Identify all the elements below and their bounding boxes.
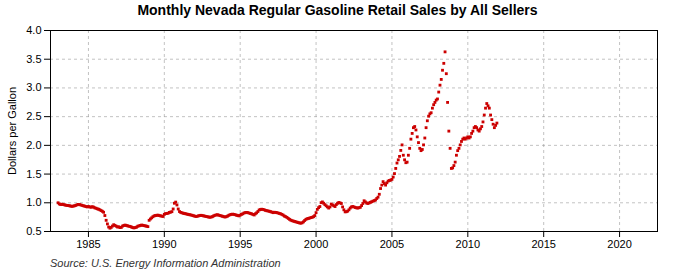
svg-text:Dollars per Gallon: Dollars per Gallon [6,87,18,175]
svg-text:1.0: 1.0 [26,196,41,208]
svg-text:2005: 2005 [380,238,404,250]
svg-text:2000: 2000 [304,238,328,250]
svg-text:2.0: 2.0 [26,139,41,151]
svg-text:2015: 2015 [531,238,555,250]
svg-text:1985: 1985 [76,238,100,250]
svg-text:1.5: 1.5 [26,168,41,180]
svg-text:1990: 1990 [152,238,176,250]
svg-text:0.5: 0.5 [26,225,41,237]
svg-text:3.5: 3.5 [26,53,41,65]
svg-text:4.0: 4.0 [26,24,41,36]
svg-text:2020: 2020 [607,238,631,250]
svg-text:3.0: 3.0 [26,81,41,93]
svg-text:2.5: 2.5 [26,110,41,122]
html-text:Source: U.S. Energy Informatio: Source: U.S. Energy Information Administ… [50,257,281,269]
html-text:Monthly Nevada Regular Gasolin: Monthly Nevada Regular Gasoline Retail S… [137,2,538,18]
svg-text:2010: 2010 [456,238,480,250]
svg-text:1995: 1995 [228,238,252,250]
